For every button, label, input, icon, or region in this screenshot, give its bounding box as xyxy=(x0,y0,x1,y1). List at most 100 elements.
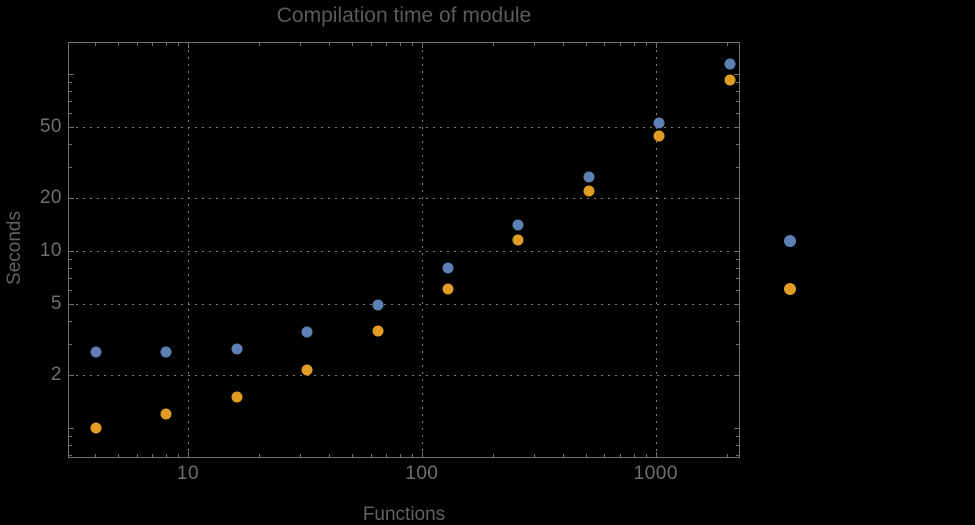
data-point-series-2 xyxy=(724,74,736,86)
y-axis-tick-mirror xyxy=(736,101,739,103)
y-axis-tick xyxy=(69,127,74,129)
y-axis-tick xyxy=(69,374,74,376)
y-axis-tick xyxy=(69,321,72,323)
y-axis-label: Seconds xyxy=(4,211,25,285)
horizontal-gridline xyxy=(69,250,739,252)
data-point-series-2 xyxy=(653,130,665,142)
x-axis-tick xyxy=(492,454,494,457)
y-axis-tick xyxy=(69,250,74,252)
x-axis-tick xyxy=(534,454,535,457)
y-axis-tick xyxy=(69,166,72,168)
y-tick-label: 5 xyxy=(50,293,62,315)
y-axis-tick xyxy=(69,259,72,261)
y-axis-tick-mirror xyxy=(736,445,739,447)
data-point-series-1 xyxy=(583,171,595,183)
x-axis-tick-mirror xyxy=(177,43,179,46)
x-axis-tick-mirror xyxy=(656,43,658,48)
y-axis-tick-mirror xyxy=(736,113,739,115)
x-axis-tick-mirror xyxy=(620,43,622,46)
y-axis-tick-mirror xyxy=(736,278,739,280)
y-axis-tick-mirror xyxy=(736,91,739,93)
x-axis-tick xyxy=(300,454,302,457)
x-axis-tick-mirror xyxy=(118,43,120,46)
x-axis-tick xyxy=(399,454,401,457)
x-axis-label: Functions xyxy=(362,504,446,525)
x-axis-tick-mirror xyxy=(258,43,260,46)
x-tick-label: 1000 xyxy=(633,463,678,484)
x-axis-tick xyxy=(604,454,606,457)
horizontal-gridline xyxy=(69,197,739,199)
x-axis-tick xyxy=(329,454,331,457)
data-point-series-2 xyxy=(583,185,595,197)
x-axis-tick xyxy=(386,454,388,457)
x-axis-tick-mirror xyxy=(300,43,302,46)
y-axis-tick xyxy=(69,290,72,292)
y-tick-label: 20 xyxy=(39,186,62,208)
data-point-series-1 xyxy=(442,262,454,274)
x-axis-tick-mirror xyxy=(95,43,97,46)
x-axis-tick xyxy=(351,454,353,457)
y-axis-tick-mirror xyxy=(736,455,739,457)
y-axis-tick-mirror xyxy=(734,127,739,129)
y-axis-tick xyxy=(69,427,74,429)
y-tick-label: 10 xyxy=(39,239,62,261)
y-axis-tick-mirror xyxy=(734,304,739,306)
x-axis-tick-mirror xyxy=(492,43,494,46)
x-axis-tick-mirror xyxy=(645,43,647,46)
y-axis-tick xyxy=(69,455,72,457)
data-point-series-2 xyxy=(90,422,102,434)
x-tick-label: 100 xyxy=(405,463,439,484)
x-axis-tick-mirror xyxy=(165,43,167,46)
x-axis-tick xyxy=(633,454,635,457)
horizontal-gridline xyxy=(69,374,739,376)
x-axis-tick-mirror xyxy=(188,43,190,48)
y-axis-tick xyxy=(69,197,74,199)
y-tick-label: 50 xyxy=(39,116,62,138)
data-point-series-2 xyxy=(160,408,172,420)
x-tick-label: 10 xyxy=(176,463,200,484)
x-axis-tick xyxy=(645,454,647,457)
y-axis-tick-mirror xyxy=(736,436,739,438)
y-axis-tick xyxy=(69,91,72,93)
y-axis-tick-mirror xyxy=(734,197,739,199)
y-axis-tick xyxy=(69,278,72,280)
x-axis-tick xyxy=(118,454,120,457)
y-axis-tick xyxy=(69,304,74,306)
x-axis-tick-mirror xyxy=(136,43,138,46)
x-axis-tick xyxy=(411,454,413,457)
data-point-series-2 xyxy=(231,391,243,403)
x-axis-tick xyxy=(422,452,424,457)
y-axis-tick xyxy=(69,74,74,76)
data-point-series-1 xyxy=(231,343,243,355)
y-axis-tick-mirror xyxy=(736,144,739,146)
x-axis-tick-mirror xyxy=(633,43,635,46)
x-axis-tick xyxy=(152,454,154,457)
x-axis-tick-mirror xyxy=(726,43,728,46)
y-axis-tick xyxy=(69,82,72,84)
y-axis-tick xyxy=(69,101,72,103)
x-axis-tick xyxy=(177,454,179,457)
y-axis-tick xyxy=(69,268,72,270)
y-axis-tick xyxy=(69,144,72,146)
y-axis-tick-mirror xyxy=(736,321,739,323)
y-axis-tick-mirror xyxy=(734,427,739,429)
x-axis-tick-mirror xyxy=(152,43,154,46)
x-axis-tick xyxy=(136,454,138,457)
data-point-series-2 xyxy=(442,283,454,295)
data-point-series-1 xyxy=(90,346,102,358)
legend-marker-series-2 xyxy=(784,283,796,295)
x-axis-tick-mirror xyxy=(585,43,587,46)
y-axis-tick-mirror xyxy=(736,166,739,168)
y-axis-tick xyxy=(69,343,72,345)
y-axis-tick-mirror xyxy=(736,268,739,270)
horizontal-gridline xyxy=(69,127,739,129)
x-axis-tick xyxy=(656,452,658,457)
x-axis-tick-mirror xyxy=(534,43,535,46)
data-point-series-1 xyxy=(301,326,313,338)
x-axis-tick-mirror xyxy=(563,43,565,46)
x-axis-tick xyxy=(585,454,587,457)
y-axis-tick-mirror xyxy=(734,74,739,76)
data-point-series-1 xyxy=(653,117,665,129)
x-axis-tick xyxy=(620,454,622,457)
y-tick-label: 2 xyxy=(50,363,62,385)
